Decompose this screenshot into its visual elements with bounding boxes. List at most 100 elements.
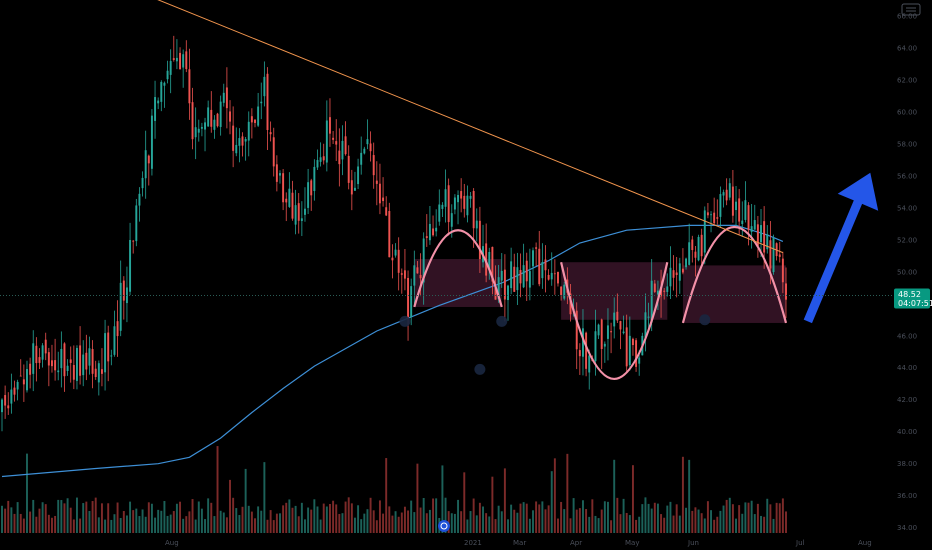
candle-body xyxy=(225,87,228,109)
volume-bar xyxy=(316,506,319,533)
candle-body xyxy=(204,122,206,130)
candle-body xyxy=(582,328,584,357)
candle-body xyxy=(466,195,469,216)
candle-body xyxy=(669,267,672,287)
volume-bar xyxy=(666,505,669,533)
candle-body xyxy=(54,360,57,371)
volume-bar xyxy=(44,504,47,533)
volume-bar xyxy=(382,513,385,533)
volume-bar xyxy=(179,501,182,533)
candle-body xyxy=(588,355,591,373)
candle-body xyxy=(60,348,63,369)
chart-settings-button[interactable] xyxy=(901,3,921,16)
candle-body xyxy=(353,187,356,191)
volume-bar xyxy=(550,471,553,533)
candle-body xyxy=(85,352,88,370)
volume-bar xyxy=(313,499,316,533)
volume-bar xyxy=(653,502,656,533)
volume-bar xyxy=(775,502,778,533)
candle-body xyxy=(635,340,638,367)
volume-bar xyxy=(166,515,169,533)
candle-body xyxy=(44,339,47,354)
volume-bar xyxy=(244,468,247,533)
volume-bar xyxy=(360,519,363,533)
candle-body xyxy=(51,360,53,367)
volume-bar xyxy=(747,502,750,533)
volume-bar xyxy=(738,505,741,533)
candle-body xyxy=(4,395,7,406)
volume-bar xyxy=(372,510,375,533)
candle-body xyxy=(238,138,241,146)
candle-body xyxy=(731,186,734,216)
volume-bar xyxy=(772,518,775,533)
candle-body xyxy=(535,247,538,249)
candle-body xyxy=(585,332,588,369)
candle-body xyxy=(175,57,178,62)
candle-body xyxy=(150,115,153,169)
volume-bar xyxy=(582,500,584,533)
volume-bar xyxy=(457,499,460,533)
y-tick-label: 40.00 xyxy=(897,428,917,436)
volume-bar xyxy=(132,510,135,533)
candle-body xyxy=(232,125,235,151)
volume-bar xyxy=(388,506,391,533)
volume-bar xyxy=(460,511,463,533)
dividend-event-icon[interactable] xyxy=(438,520,450,532)
candle-body xyxy=(100,369,103,374)
volume-bar xyxy=(247,505,250,533)
candle-body xyxy=(97,363,100,383)
arrow-layer xyxy=(803,172,879,324)
volume-bar xyxy=(428,509,431,533)
candle-body xyxy=(475,220,478,229)
volume-bar xyxy=(344,501,347,533)
volume-bar xyxy=(625,512,628,533)
volume-bar xyxy=(219,510,222,533)
y-tick-label: 36.00 xyxy=(897,492,917,500)
x-tick-label: Apr xyxy=(570,539,582,547)
volume-bar xyxy=(722,505,725,533)
volume-bar xyxy=(566,453,569,533)
volume-bar xyxy=(591,499,594,533)
volume-bar xyxy=(150,503,153,533)
candle-body xyxy=(478,220,481,260)
volume-bar xyxy=(507,519,509,533)
pivot-marker xyxy=(496,315,508,327)
bullish-arrow xyxy=(803,172,879,324)
candle-body xyxy=(319,157,322,162)
volume-bar xyxy=(194,519,197,533)
volume-bar xyxy=(391,515,394,533)
volume-bar xyxy=(85,501,88,533)
volume-bar xyxy=(491,476,494,533)
candle-body xyxy=(750,226,753,232)
candle-body xyxy=(631,338,634,346)
y-tick-label: 58.00 xyxy=(897,140,917,148)
candle-body xyxy=(469,195,472,199)
volume-bar xyxy=(275,513,278,533)
candle-body xyxy=(57,370,60,373)
volume-bar xyxy=(163,500,166,533)
volume-bar xyxy=(19,513,22,533)
volume-bar xyxy=(578,508,581,533)
pattern-highlight-layer xyxy=(414,259,786,323)
volume-bar xyxy=(160,510,163,533)
volume-bar xyxy=(319,519,322,533)
volume-bar xyxy=(113,514,116,533)
candle-body xyxy=(279,173,281,176)
volume-bar xyxy=(500,511,503,533)
candle-body xyxy=(369,143,372,152)
candle-body xyxy=(413,265,416,286)
candle-body xyxy=(116,321,119,337)
candle-body xyxy=(644,312,647,338)
volume-bar xyxy=(394,511,397,533)
volume-bar xyxy=(441,465,444,533)
candle-body xyxy=(350,180,353,195)
volume-bar xyxy=(4,508,7,533)
volume-bar xyxy=(553,458,556,533)
candle-body xyxy=(541,262,544,279)
volume-bar xyxy=(741,513,744,533)
candle-body xyxy=(41,345,44,360)
y-tick-label: 64.00 xyxy=(897,44,917,52)
candle-body xyxy=(254,119,256,123)
volume-bar xyxy=(528,518,531,533)
